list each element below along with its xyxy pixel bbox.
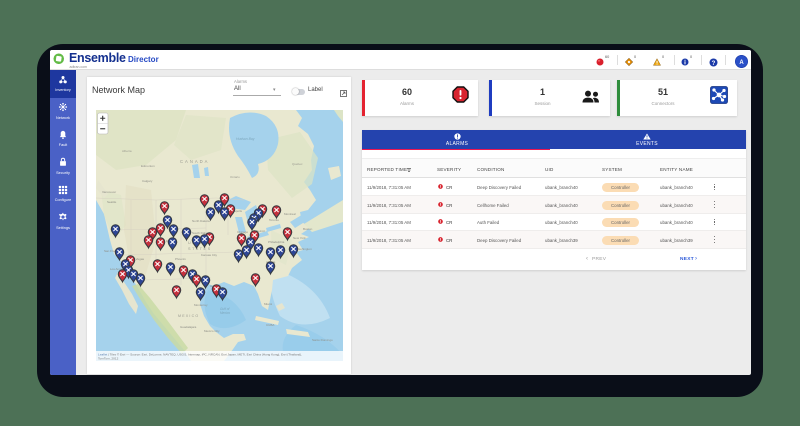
svg-text:Guadalajara: Guadalajara (180, 325, 197, 329)
svg-text:Phoenix: Phoenix (175, 257, 186, 261)
svg-text:CUBA: CUBA (266, 323, 274, 327)
svg-text:Quebec: Quebec (292, 162, 303, 166)
svg-text:New York: New York (293, 236, 306, 240)
svg-text:Ontario: Ontario (230, 175, 240, 179)
svg-text:Leaflet: Leaflet (98, 353, 107, 357)
svg-text:CANADA: CANADA (180, 159, 209, 164)
svg-text:Montreal: Montreal (284, 212, 296, 216)
svg-text:South Dakota: South Dakota (192, 231, 211, 235)
svg-text:Monterrey: Monterrey (194, 303, 208, 307)
svg-text:San Francisco: San Francisco (104, 249, 124, 253)
svg-text:Miami: Miami (264, 302, 272, 306)
svg-text:A: A (739, 60, 744, 66)
svg-text:Philadelphia: Philadelphia (268, 240, 285, 244)
svg-text:TomTom, 2012: TomTom, 2012 (98, 357, 119, 361)
svg-text:STATES: STATES (188, 247, 212, 251)
svg-text:Boston: Boston (303, 227, 313, 231)
svg-text:Washington: Washington (296, 247, 312, 251)
svg-text:Edmonton: Edmonton (141, 164, 155, 168)
svg-text:Las Vegas: Las Vegas (130, 257, 145, 261)
svg-text:MEXICO: MEXICO (178, 314, 199, 318)
svg-text:Hudson Bay: Hudson Bay (236, 137, 255, 141)
svg-text:?: ? (712, 61, 716, 67)
svg-text:Alberta: Alberta (122, 149, 132, 153)
svg-text:Gulf of: Gulf of (220, 307, 231, 311)
svg-text:| Tiles © Esri — Source: Esri,: | Tiles © Esri — Source: Esri, DeLorme, … (108, 353, 302, 357)
svg-text:Mexico City: Mexico City (204, 329, 220, 333)
svg-text:Chicago: Chicago (237, 230, 248, 234)
svg-text:Los Angeles: Los Angeles (110, 267, 127, 271)
svg-text:Vancouver: Vancouver (102, 190, 116, 194)
svg-text:Santo Domingo: Santo Domingo (312, 338, 333, 342)
svg-text:Calgary: Calgary (142, 179, 153, 183)
svg-text:North Dakota: North Dakota (192, 219, 210, 223)
svg-text:Toronto: Toronto (269, 218, 279, 222)
svg-text:Mexico: Mexico (220, 311, 230, 315)
svg-text:Seattle: Seattle (107, 200, 117, 204)
svg-text:Kansas City: Kansas City (201, 253, 218, 257)
svg-text:Detroit: Detroit (256, 229, 265, 233)
